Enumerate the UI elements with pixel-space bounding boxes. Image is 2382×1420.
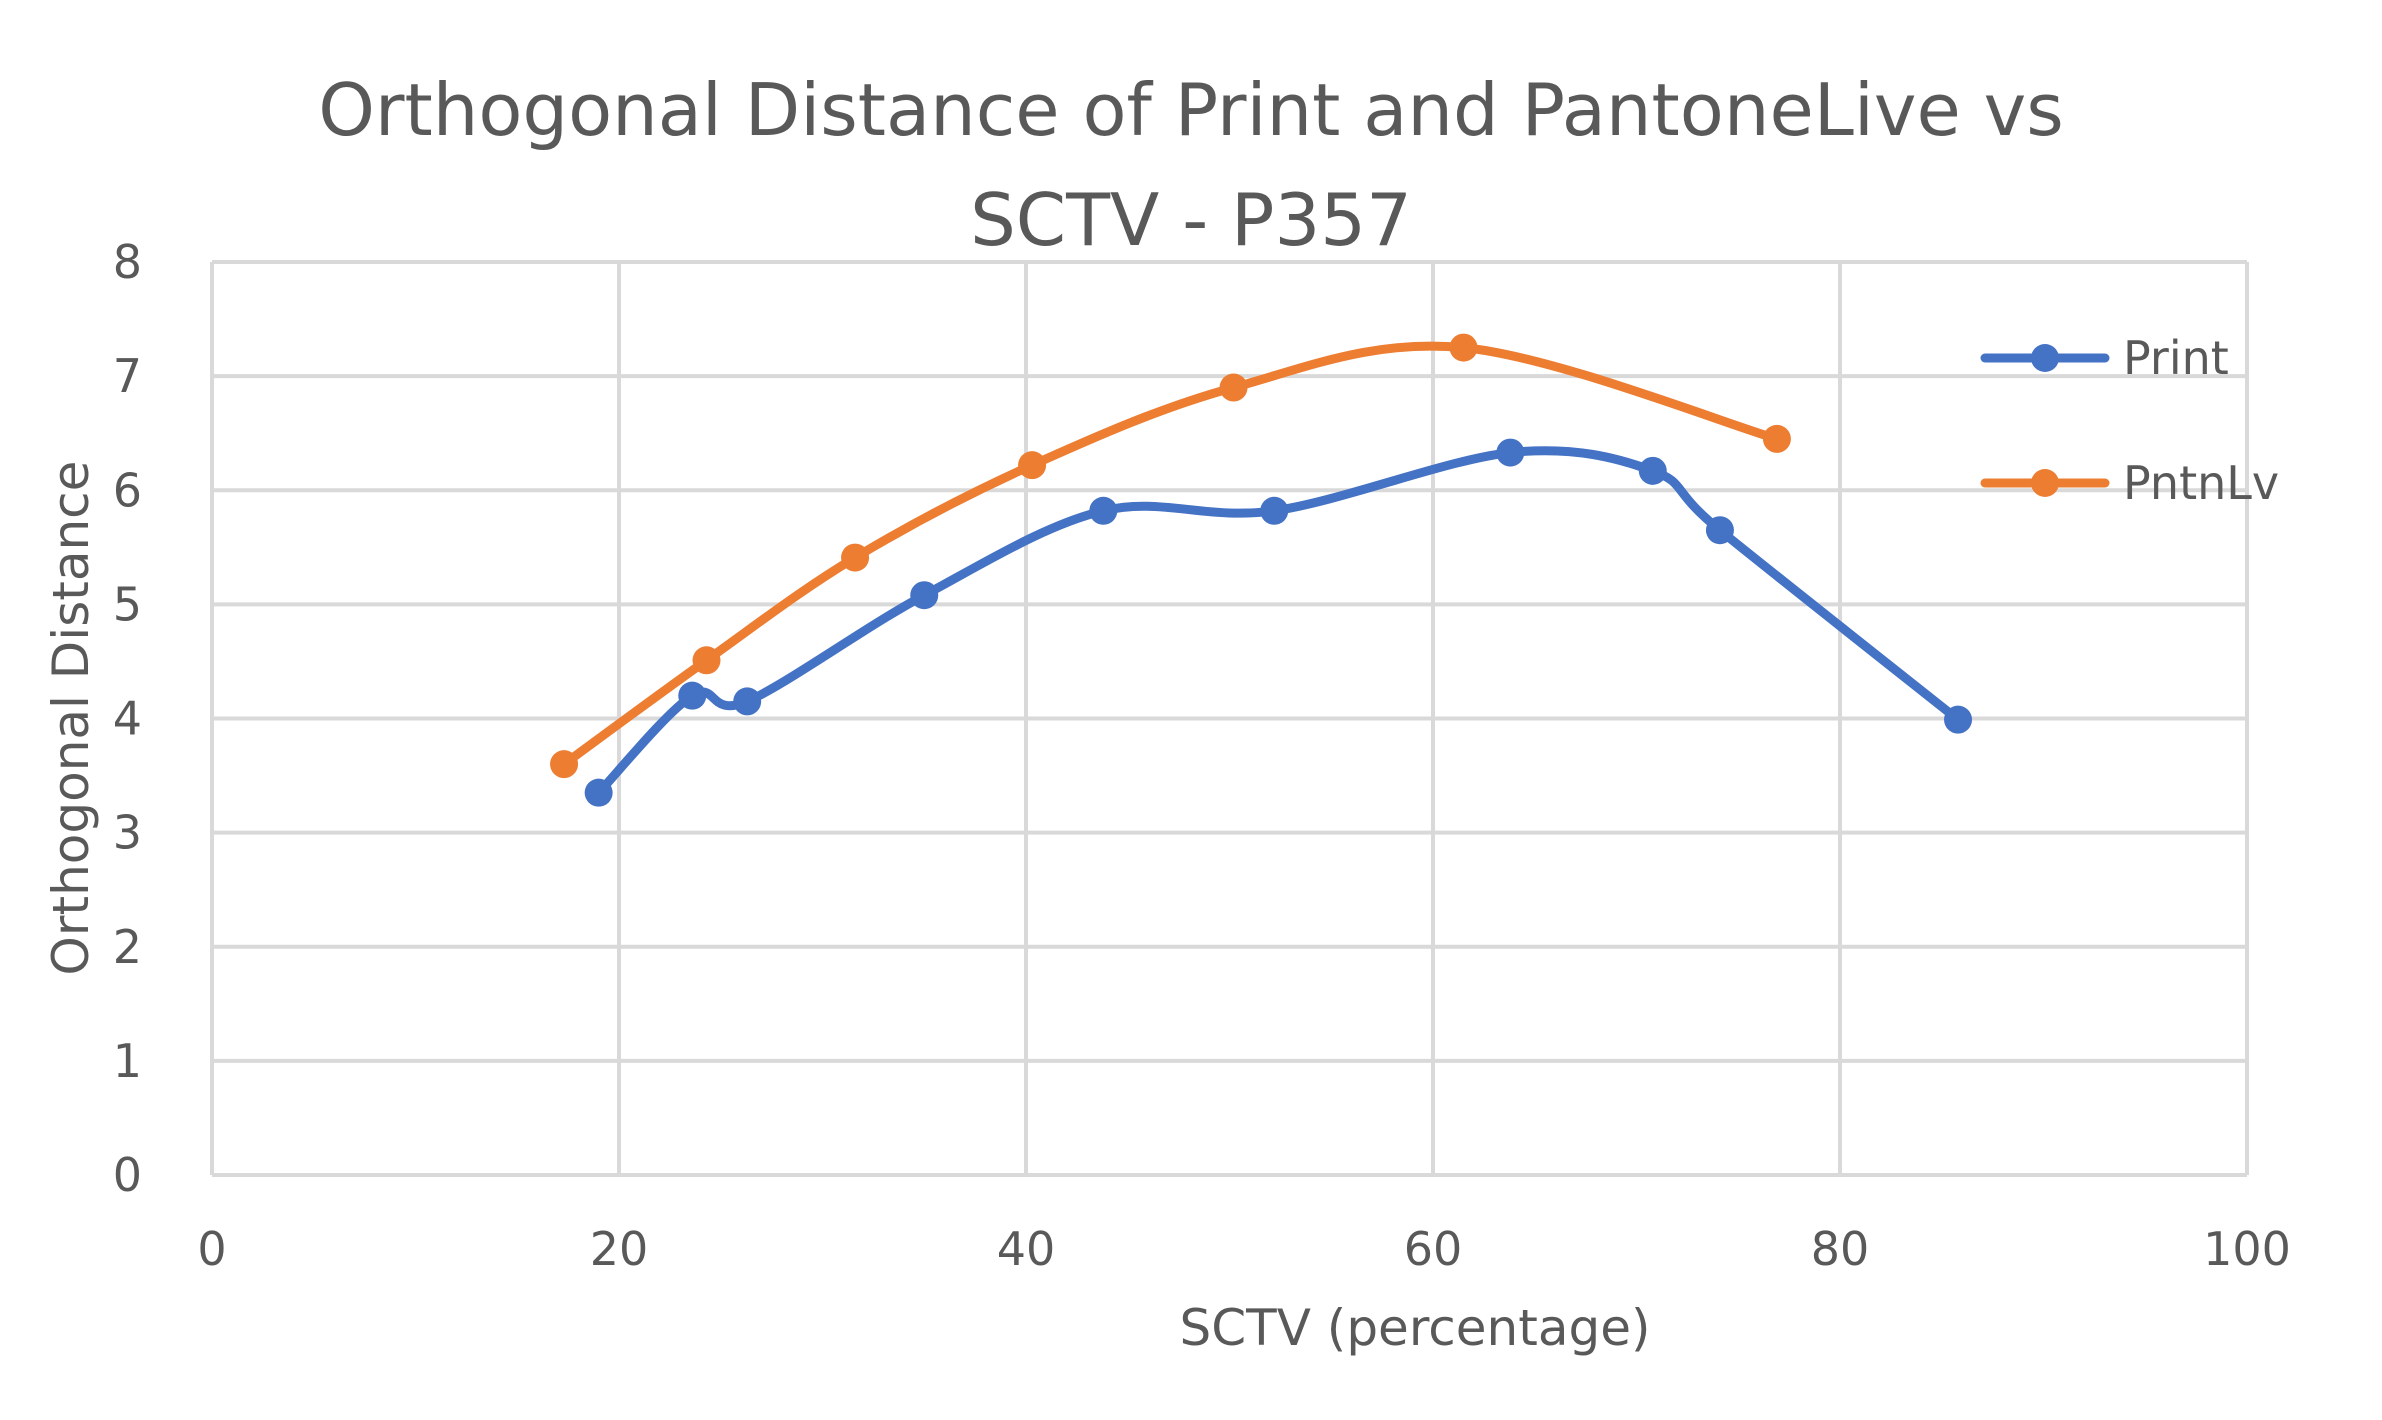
x-tick-label: 100 [2203,1222,2291,1276]
legend-label: Print [2123,331,2229,385]
y-tick-label: 0 [113,1148,142,1202]
data-point [692,646,721,675]
data-point [841,543,870,572]
legend-label: PntnLv [2123,456,2279,510]
series [550,333,1973,807]
y-tick-label: 3 [113,806,142,860]
y-tick-label: 7 [113,349,142,403]
chart-title-line-2: SCTV - P357 [970,178,1412,262]
y-tick-label: 4 [113,692,142,746]
y-tick-label: 5 [113,577,142,631]
data-point [1638,456,1667,485]
series-line [594,446,1963,798]
x-tick-label: 40 [997,1222,1056,1276]
gridlines [210,260,2249,1177]
data-point [1944,705,1973,734]
legend-item-pntnlv: PntnLv [1980,456,2279,510]
series-print [584,438,1973,807]
legend-swatch-marker [2031,469,2059,497]
x-tick-label: 80 [1811,1222,1870,1276]
y-axis-label: Orthogonal Distance [42,461,100,976]
y-tick-label: 8 [113,235,142,289]
data-point [1260,496,1289,525]
data-point [1705,516,1734,545]
chart-title-line-1: Orthogonal Distance of Print and Pantone… [318,68,2064,152]
data-point [550,750,579,779]
data-point [1219,373,1248,402]
y-tick-label: 6 [113,463,142,517]
x-tick-label: 20 [590,1222,649,1276]
y-tick-label: 2 [113,920,142,974]
legend-item-print: Print [1980,331,2229,385]
data-point [1762,424,1791,453]
legend-swatch-marker [2031,344,2059,372]
data-point [584,778,613,807]
x-axis-label: SCTV (percentage) [1180,1299,1651,1357]
x-tick-label: 0 [197,1222,226,1276]
data-point [1496,438,1525,467]
data-point [1449,333,1478,362]
y-tick-label: 1 [113,1034,142,1088]
data-point [1018,451,1047,480]
data-point [678,681,707,710]
series-pntnlv [550,333,1791,779]
data-point [733,687,762,716]
legend: Print PntnLv [1980,331,2279,510]
x-tick-label: 60 [1404,1222,1463,1276]
data-point [910,581,939,610]
data-point [1089,496,1118,525]
